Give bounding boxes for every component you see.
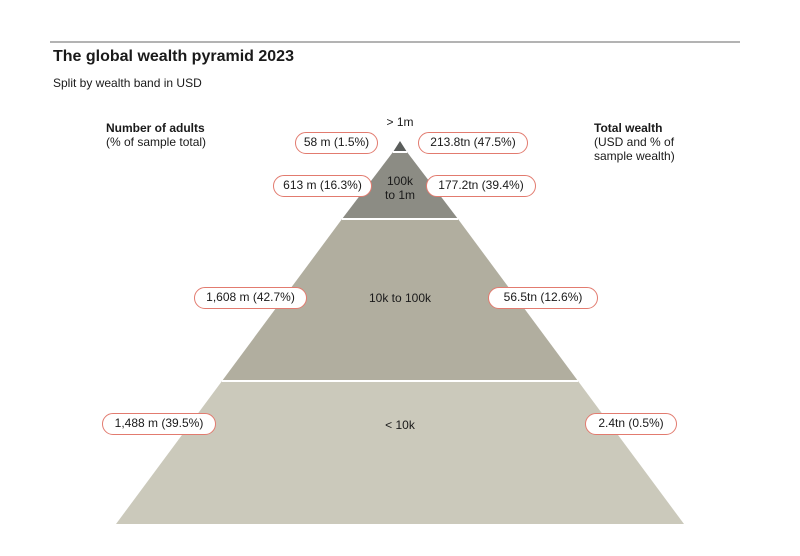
wealth-pill-100k-to-1m: 177.2tn (39.4%) (426, 175, 536, 197)
wealth-heading-subtitle-line2: sample wealth) (594, 149, 675, 163)
band-under-10k (116, 381, 684, 524)
band-label-100k-to-1m: 100k to 1m (372, 174, 428, 202)
wealth-heading-title: Total wealth (594, 121, 663, 135)
adults-pill-100k-to-1m: 613 m (16.3%) (273, 175, 372, 197)
band-label-over-1m: > 1m (386, 115, 414, 129)
band-label-100k-line2: to 1m (384, 188, 415, 202)
top-rule (50, 41, 740, 43)
adults-pill-10k-to-100k: 1,608 m (42.7%) (194, 287, 307, 309)
wealth-heading: Total wealth (USD and % of sample wealth… (594, 121, 675, 163)
adults-pill-under-10k: 1,488 m (39.5%) (102, 413, 216, 435)
adults-heading-subtitle: (% of sample total) (106, 135, 207, 149)
wealth-pill-10k-to-100k: 56.5tn (12.6%) (488, 287, 598, 309)
adults-pill-over-1m: 58 m (1.5%) (295, 132, 378, 154)
band-100k-to-1m (342, 152, 458, 219)
chart-subtitle: Split by wealth band in USD (53, 76, 202, 90)
adults-heading-title: Number of adults (106, 121, 205, 135)
band-label-10k-to-100k: 10k to 100k (368, 291, 432, 305)
wealth-pill-under-10k: 2.4tn (0.5%) (585, 413, 677, 435)
band-label-under-10k: < 10k (385, 418, 415, 432)
wealth-heading-subtitle-line1: (USD and % of (594, 135, 675, 149)
band-over-1m (393, 141, 407, 152)
chart-title: The global wealth pyramid 2023 (53, 48, 294, 65)
wealth-pill-over-1m: 213.8tn (47.5%) (418, 132, 528, 154)
band-10k-to-100k (222, 219, 578, 381)
adults-heading: Number of adults (% of sample total) (106, 121, 206, 149)
band-label-100k-line1: 100k (386, 174, 414, 188)
